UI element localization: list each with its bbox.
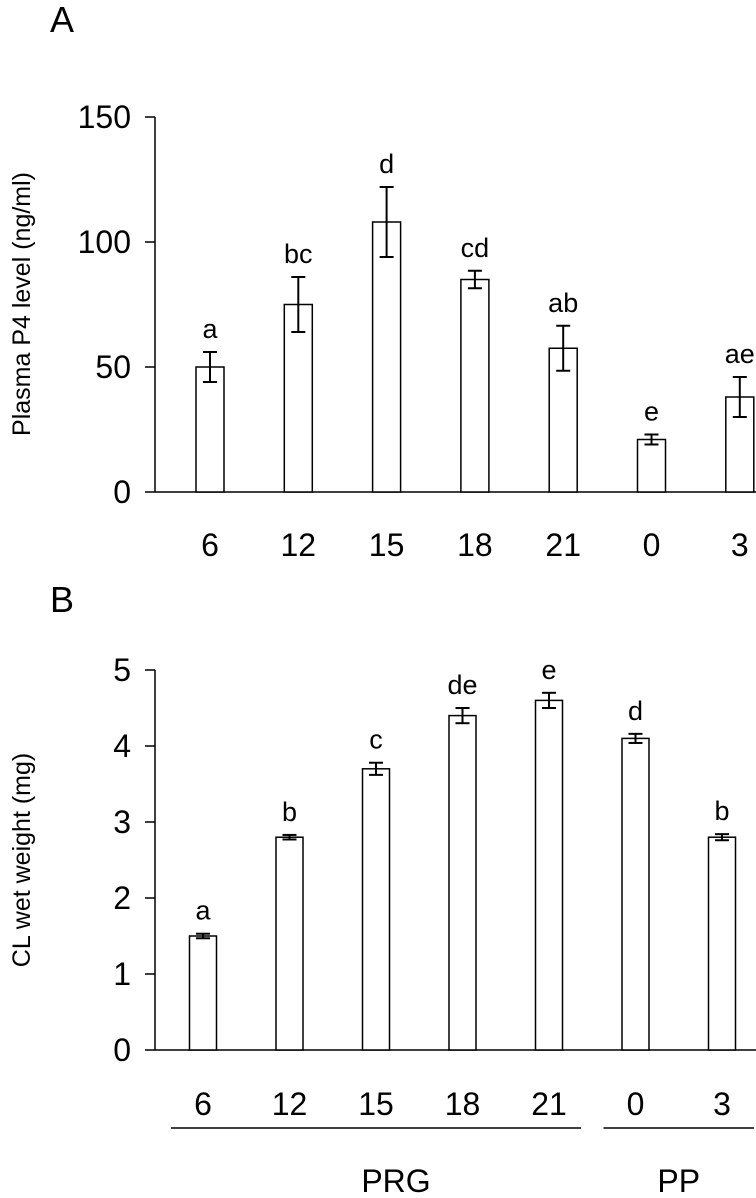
group-label: PRG xyxy=(361,1163,430,1198)
significance-label: a xyxy=(202,314,218,344)
y-tick-label: 0 xyxy=(113,474,131,510)
bar xyxy=(275,836,304,1051)
significance-label: a xyxy=(195,896,211,926)
bar xyxy=(371,221,402,493)
bar xyxy=(361,768,391,1051)
significance-label: b xyxy=(714,796,729,826)
y-tick-label: 0 xyxy=(113,1032,131,1068)
bar xyxy=(448,714,477,1051)
x-tick-label: 15 xyxy=(358,1086,394,1122)
y-tick-label: 150 xyxy=(78,99,131,135)
y-tick-label: 100 xyxy=(78,224,131,260)
significance-label: d xyxy=(379,149,394,179)
significance-label: de xyxy=(447,670,477,700)
bar xyxy=(621,737,650,1051)
bar xyxy=(188,935,218,1051)
significance-label: c xyxy=(369,725,383,755)
significance-label: ab xyxy=(548,288,578,318)
y-tick-label: 5 xyxy=(113,652,131,688)
x-tick-label: 18 xyxy=(445,1086,481,1122)
x-tick-label: 15 xyxy=(369,527,405,563)
significance-label: ae xyxy=(725,339,755,369)
x-tick-label: 12 xyxy=(272,1086,308,1122)
y-tick-label: 2 xyxy=(113,880,131,916)
x-tick-label: 21 xyxy=(545,527,581,563)
bar xyxy=(534,699,564,1051)
x-tick-label: 0 xyxy=(643,527,661,563)
x-tick-label: 0 xyxy=(627,1086,645,1122)
x-tick-label: 6 xyxy=(194,1086,212,1122)
y-tick-label: 50 xyxy=(95,349,131,385)
x-tick-label: 6 xyxy=(201,527,219,563)
x-tick-label: 12 xyxy=(281,527,317,563)
bar xyxy=(460,278,490,493)
panel-letter: B xyxy=(50,579,74,620)
x-tick-label: 3 xyxy=(731,527,749,563)
y-tick-label: 3 xyxy=(113,804,131,840)
x-tick-label: 3 xyxy=(713,1086,731,1122)
bar xyxy=(636,438,667,493)
y-tick-label: 1 xyxy=(113,956,131,992)
group-label: PP xyxy=(657,1163,700,1198)
y-axis-label: Plasma P4 level (ng/ml) xyxy=(8,172,36,436)
significance-label: d xyxy=(628,696,643,726)
bar xyxy=(195,366,225,493)
significance-label: e xyxy=(644,397,659,427)
significance-label: cd xyxy=(461,233,490,263)
x-tick-label: 21 xyxy=(531,1086,567,1122)
significance-label: b xyxy=(282,797,297,827)
panel-letter: A xyxy=(50,0,74,40)
significance-label: e xyxy=(541,655,556,685)
x-tick-label: 18 xyxy=(457,527,493,563)
y-tick-label: 4 xyxy=(113,728,131,764)
bar xyxy=(707,836,737,1051)
y-axis-label: CL wet weight (mg) xyxy=(8,753,36,967)
significance-label: bc xyxy=(284,239,313,269)
